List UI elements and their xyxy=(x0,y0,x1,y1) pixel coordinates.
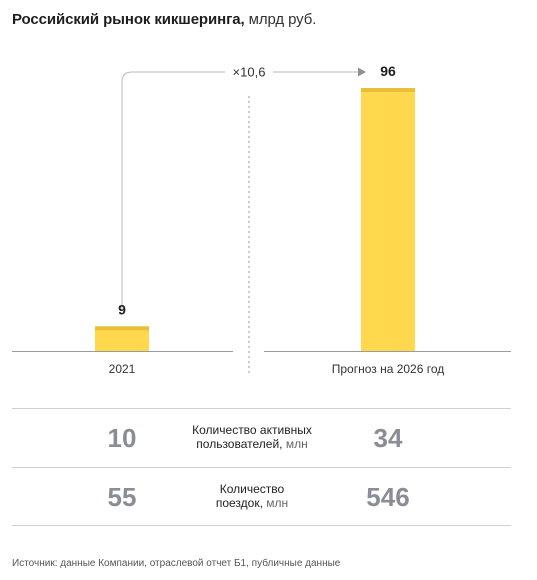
data-label-1: 96 xyxy=(380,63,396,79)
category-label-1: Прогноз на 2026 год xyxy=(332,362,445,376)
data-labels: 9 96 xyxy=(118,63,396,317)
divider-top xyxy=(12,408,511,409)
bar-chart: ×10,6 9 96 2021 Прогноз на 2026 год xyxy=(12,48,511,376)
divider-bottom xyxy=(12,525,511,526)
growth-connector: ×10,6 xyxy=(121,48,366,374)
stat-row-users: 10 Количество активных пользователей, мл… xyxy=(12,409,511,467)
stat-trips-label: Количество поездок, млн xyxy=(162,482,342,510)
stat-users-2026: 34 xyxy=(373,423,403,453)
growth-badge xyxy=(225,48,273,96)
stat-users-label: Количество активных пользователей, млн xyxy=(162,423,342,451)
divider-middle xyxy=(12,467,511,468)
stat-trips-unit: млн xyxy=(266,496,289,510)
connector-line-left xyxy=(121,71,225,310)
stat-users-2021: 10 xyxy=(107,423,137,453)
chart-title: Российский рынок кикшеринга, млрд руб. xyxy=(12,11,316,28)
data-label-0: 9 xyxy=(118,301,126,317)
arrow-head-icon xyxy=(358,67,366,77)
growth-label: ×10,6 xyxy=(233,65,266,80)
bar-1 xyxy=(361,88,415,351)
stat-trips-label-line1: Количество xyxy=(219,482,285,496)
stat-trips-2021: 55 xyxy=(107,482,137,512)
stat-trips-label-line2: поездок, xyxy=(215,496,263,510)
stat-users-unit: млн xyxy=(285,437,308,451)
bar-top-0 xyxy=(95,326,149,331)
bar-top-1 xyxy=(361,88,415,92)
stat-users-label-line2: пользователей, xyxy=(196,437,283,451)
stat-row-trips: 55 Количество поездок, млн 546 xyxy=(12,468,511,526)
chart-title-unit: млрд руб. xyxy=(248,11,317,28)
bars xyxy=(95,88,415,351)
chart-title-main: Российский рынок кикшеринга, xyxy=(12,11,245,28)
source-note: Источник: данные Компании, отраслевой от… xyxy=(12,558,341,569)
stat-trips-2026: 546 xyxy=(366,482,410,512)
category-label-0: 2021 xyxy=(109,362,136,376)
stat-users-label-line1: Количество активных xyxy=(192,423,312,437)
category-labels: 2021 Прогноз на 2026 год xyxy=(109,362,445,376)
bar-0 xyxy=(95,326,149,351)
